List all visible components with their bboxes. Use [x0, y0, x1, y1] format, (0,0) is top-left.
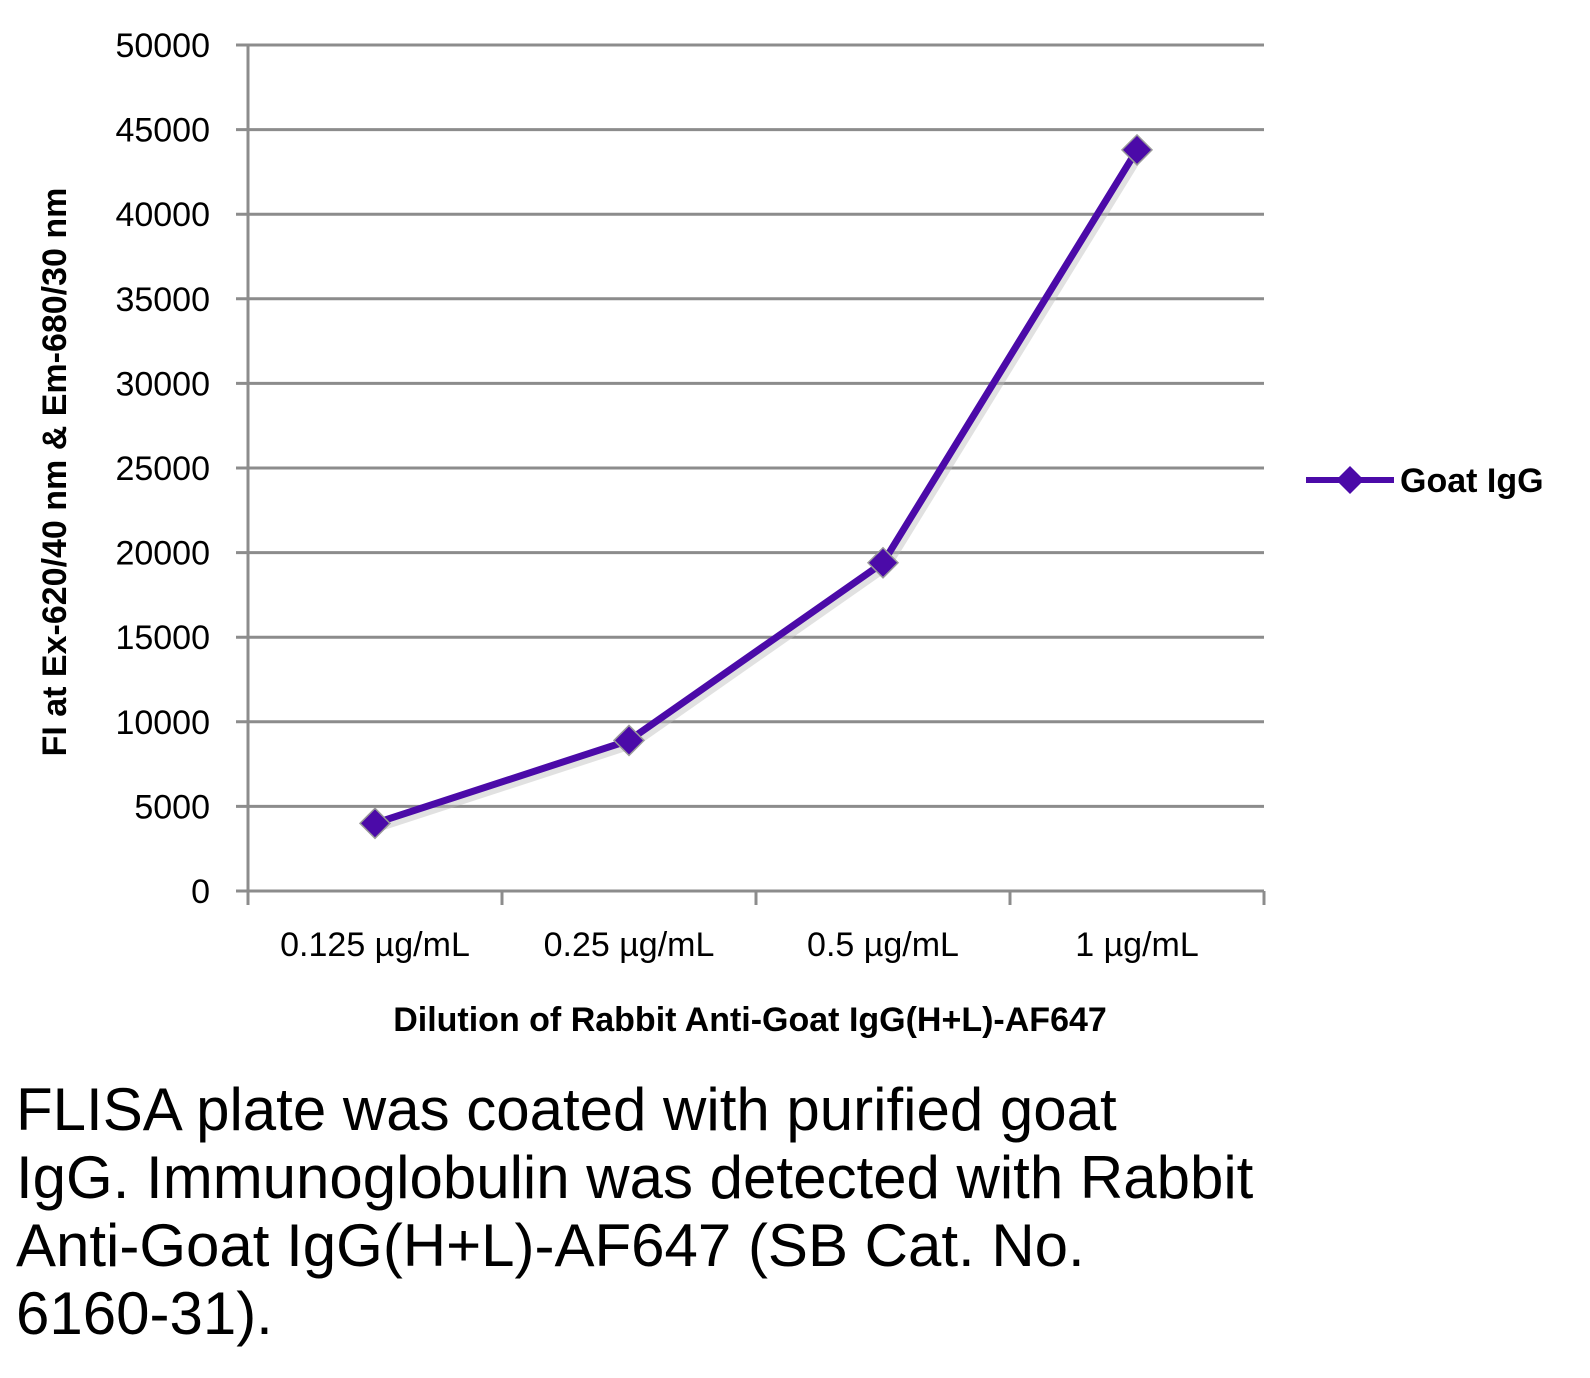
- x-tick-label: 0.125 µg/mL: [280, 926, 470, 964]
- figure-caption: FLISA plate was coated with purified goa…: [16, 1076, 1416, 1348]
- data-point-marker: [358, 807, 392, 840]
- y-tick-label: 10000: [115, 704, 210, 742]
- x-tick-labels: 0.125 µg/mL 0.25 µg/mL 0.5 µg/mL 1 µg/mL: [280, 926, 1199, 964]
- caption-line: 6160-31).: [16, 1280, 273, 1347]
- y-tick-label: 50000: [115, 27, 210, 65]
- caption-line: FLISA plate was coated with purified goa…: [16, 1076, 1117, 1143]
- y-tick-label: 15000: [115, 619, 210, 657]
- series-shadow: [376, 151, 1144, 832]
- legend-marker-goat-igg: [1336, 466, 1364, 494]
- data-point-marker: [866, 546, 900, 579]
- axes: [236, 45, 1266, 905]
- y-tick-label: 25000: [115, 450, 210, 488]
- y-tick-label: 40000: [115, 196, 210, 234]
- y-tick-labels: 0 5000 10000 15000 20000 25000 30000 35000 40000…: [115, 27, 210, 911]
- y-tick-label: 0: [191, 873, 210, 911]
- legend-label-goat-igg: Goat IgG: [1400, 462, 1544, 500]
- caption-line: Anti-Goat IgG(H+L)-AF647 (SB Cat. No.: [16, 1212, 1085, 1279]
- y-tick-label: 20000: [115, 535, 210, 573]
- x-axis-title: Dilution of Rabbit Anti-Goat IgG(H+L)-AF…: [393, 1001, 1107, 1039]
- series-line-goat-igg: [373, 148, 1140, 827]
- y-axis-title: FI at Ex-620/40 nm & Em-680/30 nm: [36, 188, 74, 757]
- x-tick-label: 0.25 µg/mL: [544, 926, 715, 964]
- data-point-marker: [612, 724, 646, 757]
- x-tick-label: 0.5 µg/mL: [807, 926, 959, 964]
- y-tick-label: 30000: [115, 365, 210, 403]
- caption-line: IgG. Immunoglobulin was detected with Ra…: [16, 1144, 1254, 1211]
- x-tick-label: 1 µg/mL: [1075, 926, 1199, 964]
- y-tick-label: 45000: [115, 112, 210, 150]
- data-point-marker: [1120, 133, 1154, 166]
- y-tick-label: 35000: [115, 281, 210, 319]
- y-tick-label: 5000: [134, 788, 210, 826]
- gridlines: [236, 43, 1264, 808]
- series-layer: [358, 133, 1154, 840]
- chart: 0 5000 10000 15000 20000 25000 30000 35000 40000…: [36, 27, 1544, 1039]
- legend: Goat IgG: [1306, 462, 1544, 500]
